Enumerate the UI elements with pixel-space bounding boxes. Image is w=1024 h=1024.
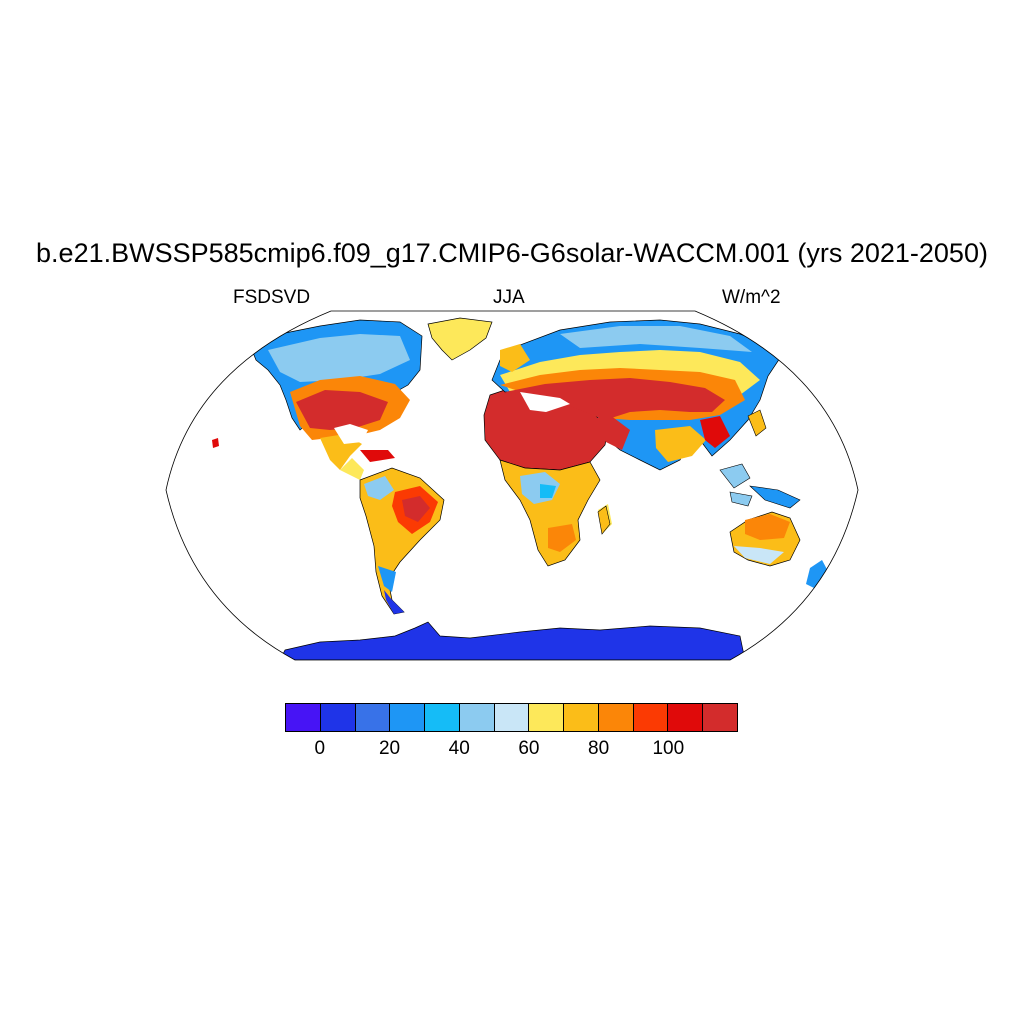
colorbar-box-1 (320, 704, 356, 731)
colorbar-tick-labels: 0 20 40 60 80 100 (285, 738, 738, 764)
colorbar-box-3 (390, 704, 426, 731)
season-label: JJA (493, 287, 525, 308)
plot-title: b.e21.BWSSP585cmip6.f09_g17.CMIP6-G6sola… (36, 238, 988, 268)
colorbar-box-6 (494, 704, 530, 731)
units-label: W/m^2 (722, 287, 781, 308)
colorbar-tick-label: 20 (378, 738, 401, 759)
antarctica (279, 621, 746, 660)
maritime-asia (719, 409, 801, 509)
madagascar (597, 505, 611, 535)
colorbar-tick-label: 40 (448, 738, 470, 759)
colorbar-box-7 (529, 704, 565, 731)
greenland (427, 317, 493, 361)
colorbar-tick-label: 60 (518, 738, 540, 759)
north-america (249, 319, 423, 480)
colorbar-box-9 (598, 704, 634, 731)
colorbar-box-0 (286, 704, 321, 731)
colorbar-tick-label: 0 (314, 738, 326, 759)
colorbar (285, 703, 738, 732)
south-america (359, 467, 445, 615)
colorbar-tick-label: 80 (588, 738, 610, 759)
colorbar-box-5 (459, 704, 495, 731)
colorbar-box-10 (633, 704, 669, 731)
colorbar-box-12 (703, 704, 737, 731)
colorbar-box-11 (668, 704, 704, 731)
colorbar-box-2 (355, 704, 391, 731)
eurasia (491, 319, 781, 471)
globe-outline (165, 310, 859, 661)
colorbar-tick-label: 100 (652, 738, 685, 759)
colorbar-box-8 (564, 704, 599, 731)
variable-label: FSDSVD (233, 287, 311, 308)
australia (729, 511, 830, 590)
colorbar-box-4 (425, 704, 460, 731)
hawaii (212, 438, 219, 448)
